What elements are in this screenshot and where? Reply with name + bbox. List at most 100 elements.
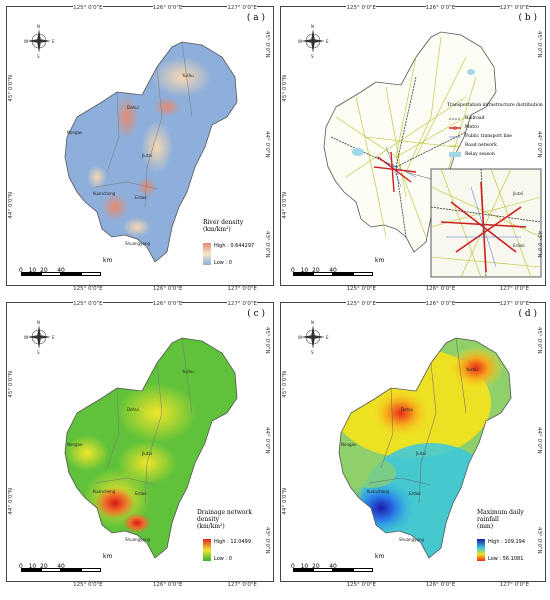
right-tick-label: 43° 0'0"N <box>536 231 542 258</box>
drainage-density-map: N S W E Nongan Dehui Yushu Jiutai Kuanch… <box>24 320 238 561</box>
left-tick-label: 44° 0'0"N <box>8 192 14 219</box>
compass: N S W E <box>24 320 55 355</box>
inset-map: Jiutai Erdao <box>430 168 542 278</box>
legend-relay-season: Relay season <box>465 152 495 157</box>
svg-text:S: S <box>37 350 40 355</box>
legend-low: Low : 0 <box>214 556 232 562</box>
top-tick-label: 126° 0'0"E <box>152 301 183 307</box>
right-tick-label: 43° 0'0"N <box>264 527 270 554</box>
place-label: Dehui <box>127 105 139 110</box>
compass: N S W E <box>298 320 329 355</box>
transportation-map: Jiutai Erdao N S W E <box>298 24 542 278</box>
transport-legend-symbols <box>449 118 461 157</box>
bottom-tick-label: 126° 0'0"E <box>152 582 183 588</box>
bottom-tick-label: 127° 0'0"E <box>499 286 530 292</box>
scale-unit: km <box>375 257 385 264</box>
svg-text:E: E <box>326 335 329 340</box>
place-label: Shuangyang <box>399 537 424 542</box>
place-label: Yushu <box>181 369 194 374</box>
legend-metro: Metro <box>465 125 479 130</box>
top-tick-label: 127° 0'0"E <box>499 5 530 11</box>
left-tick-label: 44° 0'0"N <box>282 488 288 515</box>
right-tick-label: 45° 0'0"N <box>264 30 270 58</box>
legend-road-network: Road network <box>465 143 497 148</box>
top-tick-label: 127° 0'0"E <box>499 301 530 307</box>
top-tick-label: 125° 0'0"E <box>346 5 376 11</box>
place-label: Yushu <box>465 367 478 372</box>
svg-text:E: E <box>52 39 55 44</box>
right-tick-label: 43° 0'0"N <box>536 527 542 554</box>
place-label: Shuangyang <box>125 537 150 542</box>
svg-text:Erdao: Erdao <box>513 243 525 248</box>
place-label: Jiutai <box>415 451 426 456</box>
scale-labels: 0 10 20 40 <box>291 267 337 274</box>
bottom-tick-label: 125° 0'0"E <box>346 286 376 292</box>
left-tick-label: 44° 0'0"N <box>282 192 288 219</box>
left-tick-label: 45° 0'0"N <box>282 371 288 399</box>
top-tick-label: 127° 0'0"E <box>227 5 257 11</box>
right-tick-label: 45° 0'0"N <box>264 326 270 354</box>
legend-title: River density (km/km²) <box>203 219 244 233</box>
bottom-tick-label: 126° 0'0"E <box>425 286 456 292</box>
top-tick-label: 126° 0'0"E <box>152 5 183 11</box>
panel-label: ( b ) <box>518 13 537 23</box>
svg-text:N: N <box>37 24 40 29</box>
panel-label: ( c ) <box>247 309 265 319</box>
scale-bar <box>21 557 101 572</box>
place-label: Nongan <box>67 130 83 135</box>
left-tick-label: 45° 0'0"N <box>8 371 14 399</box>
legend-railroad: Railroad <box>465 116 485 121</box>
scale-labels: 0 10 20 40 <box>19 563 65 570</box>
right-tick-label: 44° 0'0"N <box>536 131 542 158</box>
river-density-map: N S W E Nongan Dehui Yushu Jiutai Kuanch… <box>24 24 238 265</box>
svg-text:E: E <box>52 335 55 340</box>
place-label: Kuancheng <box>93 489 116 494</box>
svg-text:W: W <box>298 335 302 340</box>
panel-b-transportation: Jiutai Erdao N S W E ( b ) Transportatio… <box>280 6 546 286</box>
place-label: Erdao <box>135 195 147 200</box>
place-label: Erdao <box>409 491 421 496</box>
top-tick-label: 125° 0'0"E <box>73 301 103 307</box>
panel-label: ( a ) <box>246 13 265 23</box>
svg-text:W: W <box>24 335 28 340</box>
bottom-tick-label: 126° 0'0"E <box>152 286 183 292</box>
right-tick-label: 45° 0'0"N <box>536 326 542 354</box>
place-label: Dehui <box>127 407 139 412</box>
top-tick-label: 125° 0'0"E <box>346 301 376 307</box>
legend-public-transport: Public transport line <box>465 134 512 139</box>
scale-labels: 0 10 20 40 <box>19 267 65 274</box>
svg-text:S: S <box>311 350 314 355</box>
legend-ramp <box>203 539 211 561</box>
place-label: Kuancheng <box>367 489 390 494</box>
panel-d-max-daily-rainfall: N S W E Nongan Dehui Yushu Jiutai Kuanch… <box>280 302 546 582</box>
scale-bar <box>293 261 373 276</box>
left-tick-label: 45° 0'0"N <box>282 75 288 103</box>
svg-text:W: W <box>298 39 302 44</box>
scale-bar <box>293 557 373 572</box>
bottom-tick-label: 127° 0'0"E <box>499 582 530 588</box>
svg-text:N: N <box>37 320 40 325</box>
panel-c-drainage-density: N S W E Nongan Dehui Yushu Jiutai Kuanch… <box>6 302 274 582</box>
place-label: Jiutai <box>141 153 152 158</box>
compass: N S W E <box>298 24 329 59</box>
top-tick-label: 125° 0'0"E <box>73 5 103 11</box>
legend-high: High : 12.0499 <box>214 539 252 545</box>
bottom-tick-label: 125° 0'0"E <box>73 582 103 588</box>
top-tick-label: 127° 0'0"E <box>227 301 257 307</box>
bottom-tick-label: 125° 0'0"E <box>73 286 103 292</box>
place-label: Erdao <box>135 491 147 496</box>
svg-text:N: N <box>311 24 314 29</box>
scale-unit: km <box>375 553 385 560</box>
left-tick-label: 45° 0'0"N <box>8 75 14 103</box>
left-tick-label: 44° 0'0"N <box>8 488 14 515</box>
svg-text:Jiutai: Jiutai <box>512 191 523 196</box>
place-label: Nongan <box>67 442 83 447</box>
panel-a-river-density: N S W E Nongan Dehui Yushu Jiutai Kuanch… <box>6 6 274 286</box>
svg-text:S: S <box>311 54 314 59</box>
scale-unit: km <box>103 257 113 264</box>
place-label: Kuancheng <box>93 191 116 196</box>
legend-high: High : 109.194 <box>488 539 526 545</box>
legend-title: Maximum daily rainfall (mm) <box>477 509 524 530</box>
svg-text:S: S <box>37 54 40 59</box>
right-tick-label: 45° 0'0"N <box>536 30 542 58</box>
